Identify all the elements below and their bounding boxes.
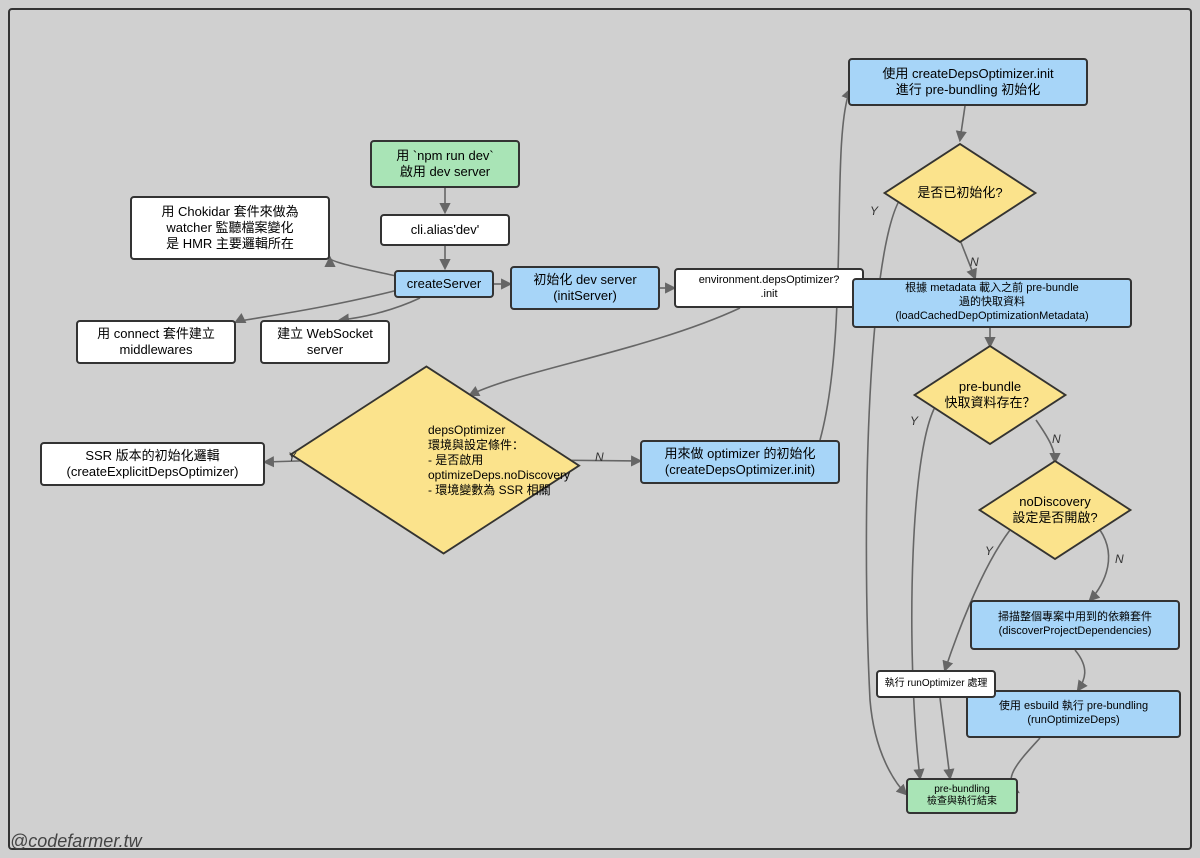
node-create-deps-opt-init: 用來做 optimizer 的初始化 (createDepsOptimizer.… (640, 440, 840, 484)
edge-label-N3: N (1052, 432, 1061, 446)
node-middlewares: 用 connect 套件建立 middlewares (76, 320, 236, 364)
node-env-deps-opt: environment.depsOptimizer? .init (674, 268, 864, 308)
edge-label-Y1: Y (288, 450, 296, 464)
edge-label-N2: N (970, 255, 979, 269)
edge-label-Y4: Y (985, 544, 993, 558)
node-deps-opt-decision: depsOptimizer 環境與設定條件： - 是否啟用 optimizeDe… (345, 380, 525, 540)
node-run-optimizer-note: 執行 runOptimizer 處理 (876, 670, 996, 698)
watermark: @codefarmer.tw (10, 831, 142, 852)
edge-label-Y2: Y (870, 204, 878, 218)
node-run-optimize-deps: 使用 esbuild 執行 pre-bundling (runOptimizeD… (966, 690, 1181, 738)
node-cli-alias: cli.alias'dev' (380, 214, 510, 246)
edge-label-Y3: Y (910, 414, 918, 428)
node-end: pre-bundling 檢查與執行結束 (906, 778, 1018, 814)
node-websocket: 建立 WebSocket server (260, 320, 390, 364)
node-is-init: 是否已初始化? (915, 148, 1005, 238)
node-create-server: createServer (394, 270, 494, 298)
node-load-cached-meta: 根據 metadata 載入之前 pre-bundle 過的快取資料 (load… (852, 278, 1132, 328)
node-use-create-deps-opt: 使用 createDepsOptimizer.init 進行 pre-bundl… (848, 58, 1088, 106)
edge-label-N4: N (1115, 552, 1124, 566)
node-cache-exists: pre-bundle 快取資料存在？ (945, 350, 1035, 440)
node-chokidar: 用 Chokidar 套件來做為 watcher 監聽檔案變化 是 HMR 主要… (130, 196, 330, 260)
node-start: 用 `npm run dev` 啟用 dev server (370, 140, 520, 188)
edge-label-N1: N (595, 450, 604, 464)
node-ssr-explicit: SSR 版本的初始化邏輯 (createExplicitDepsOptimize… (40, 442, 265, 486)
node-discover-deps: 掃描整個專案中用到的依賴套件 (discoverProjectDependenc… (970, 600, 1180, 650)
node-init-server: 初始化 dev server (initServer) (510, 266, 660, 310)
node-no-discovery: noDiscovery 設定是否開啟? (1010, 465, 1100, 555)
